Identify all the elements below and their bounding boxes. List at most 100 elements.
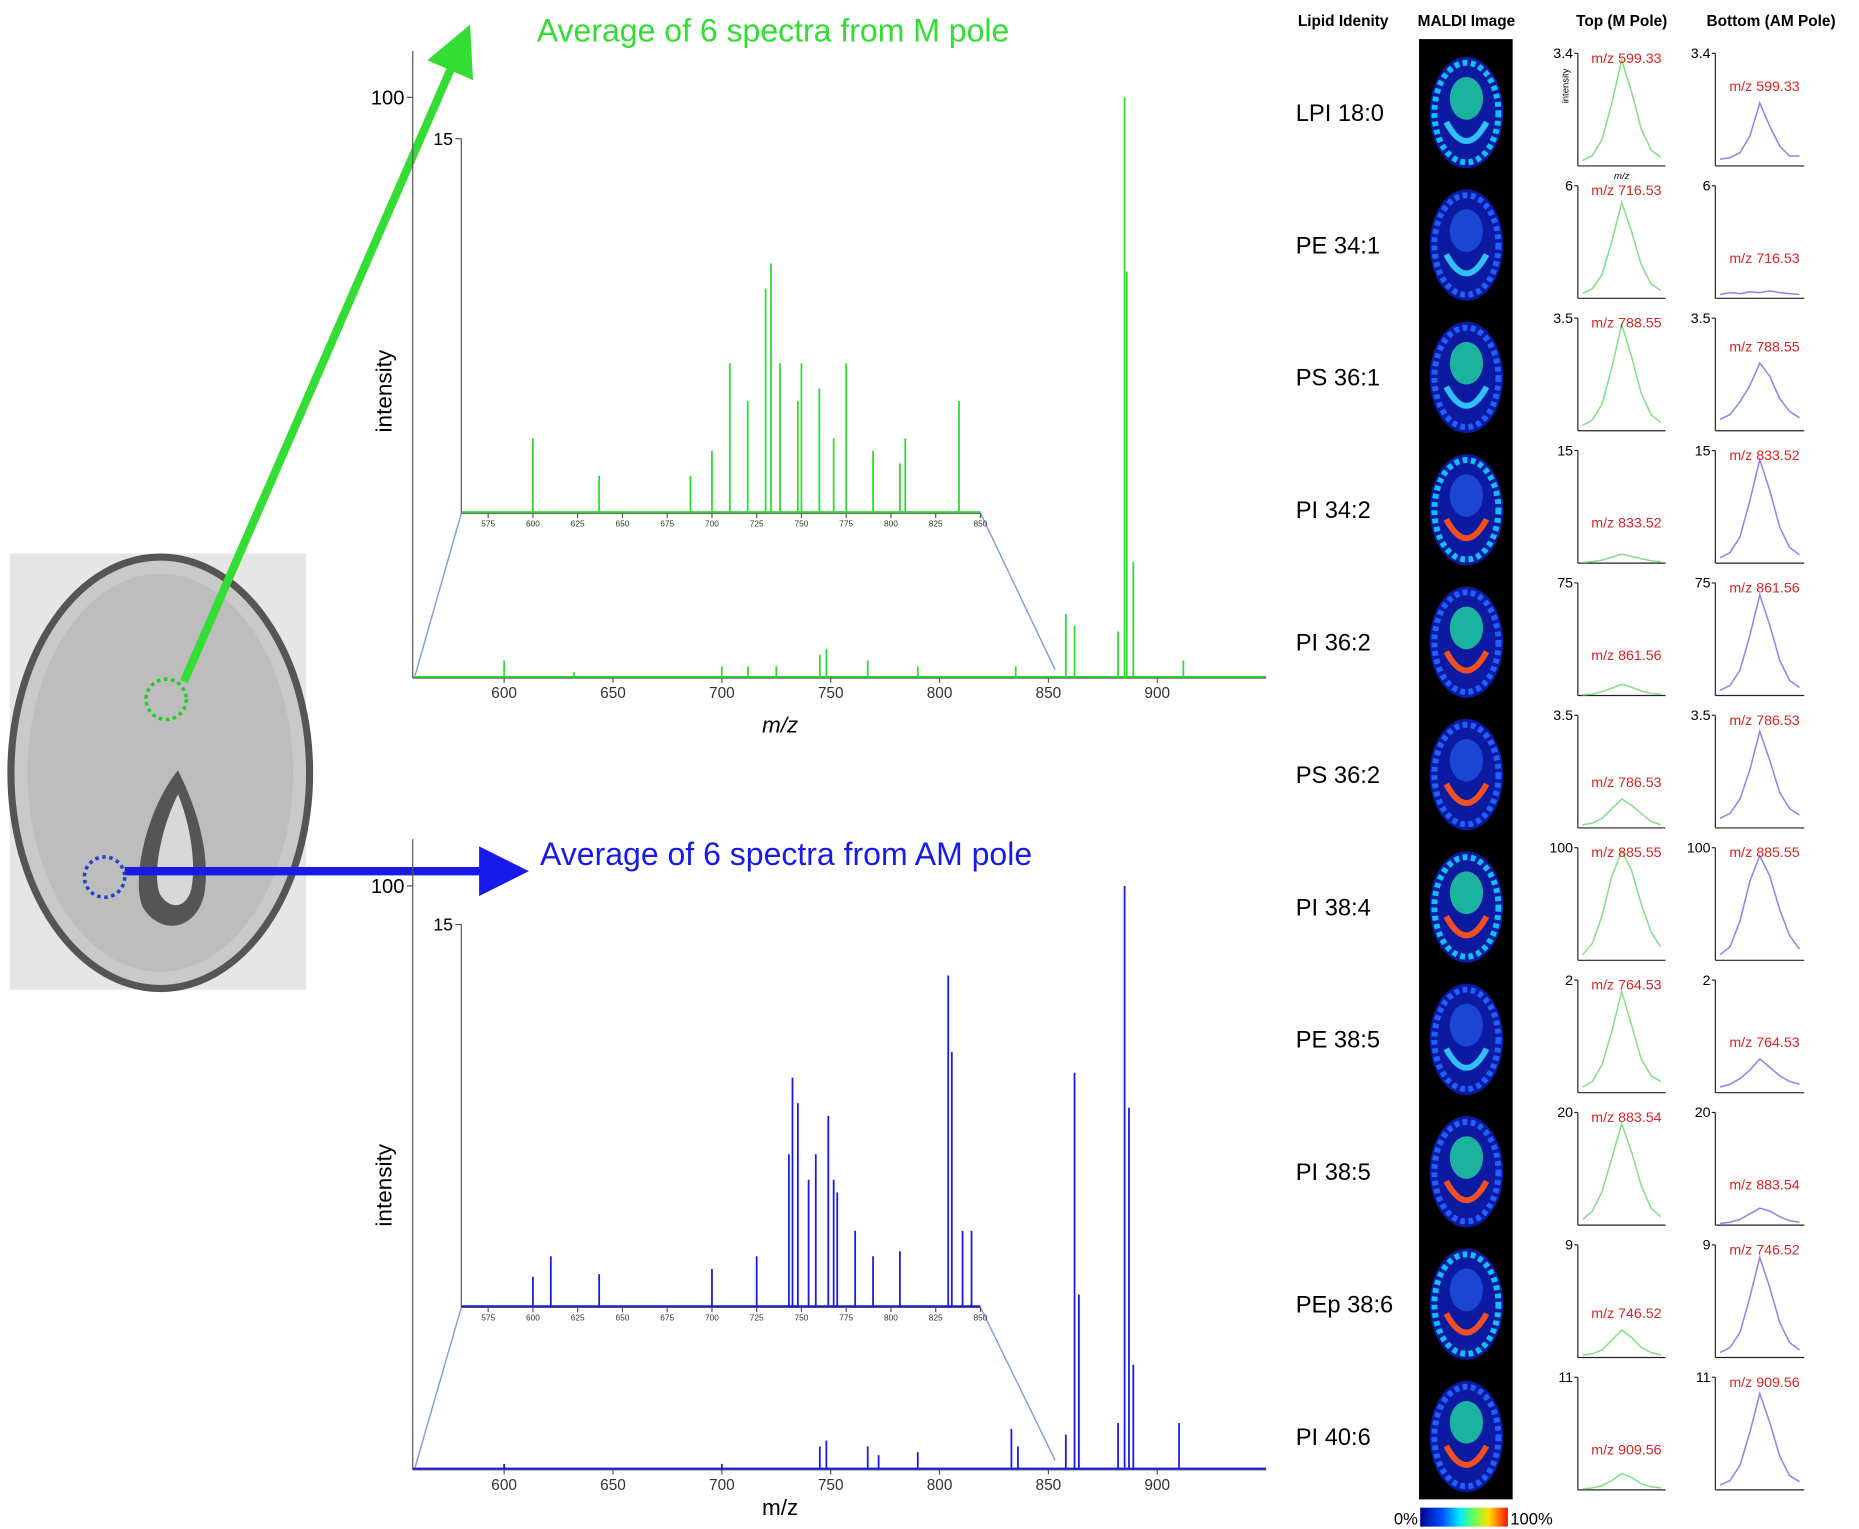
mz-label: m/z 716.53	[1729, 251, 1799, 267]
lipid-name: PI 38:4	[1296, 895, 1371, 921]
x-tick-label: 850	[974, 518, 988, 528]
profile-line	[1719, 361, 1800, 421]
zoom-line	[414, 513, 463, 676]
maldi-blob	[1431, 1251, 1502, 1357]
maldi-blob	[1449, 209, 1484, 253]
x-tick-label: 650	[600, 685, 626, 702]
y-tick-label: 6	[1703, 178, 1711, 194]
x-tick-label: 625	[571, 518, 585, 528]
y-tick-label: 100	[371, 87, 405, 109]
profile-line	[1582, 798, 1662, 826]
x-tick-label: 700	[705, 1312, 719, 1322]
profile-line	[1582, 321, 1662, 426]
maldi-blob	[1443, 782, 1490, 806]
mz-label: m/z 764.53	[1591, 978, 1661, 994]
profile-line	[1719, 1207, 1800, 1225]
maldi-blob	[1449, 77, 1484, 120]
x-tick-label: 700	[709, 685, 735, 702]
y-tick-label: 100	[371, 876, 405, 898]
x-tick-label: 600	[526, 1312, 540, 1322]
maldi-blob	[1431, 589, 1502, 695]
maldi-blob	[1431, 1119, 1502, 1225]
lipid-name: PS 36:2	[1296, 763, 1380, 789]
x-tick-label: 700	[705, 518, 719, 528]
x-tick-label: 725	[750, 1312, 764, 1322]
tissue-image	[7, 553, 314, 993]
zoom-line	[414, 1307, 463, 1468]
maldi-blob	[1443, 253, 1490, 277]
profile-line	[1582, 1472, 1661, 1490]
lipid-name: PI 40:6	[1296, 1425, 1371, 1451]
lipid-name: LPI 18:0	[1296, 101, 1384, 127]
y-tick-label: 9	[1565, 1238, 1573, 1254]
x-tick-label: 850	[974, 1312, 988, 1322]
profile-line	[1582, 553, 1661, 564]
maldi-blob	[1449, 1268, 1484, 1312]
x-tick-label: 850	[1036, 1477, 1062, 1494]
profile-line	[1719, 100, 1800, 161]
x-tick-label: 900	[1144, 1477, 1170, 1494]
x-tick-label: 600	[526, 518, 540, 528]
x-tick-label: 750	[795, 518, 809, 528]
mz-label: m/z 909.56	[1729, 1375, 1799, 1391]
maldi-blob	[1431, 192, 1502, 298]
profile-line	[1719, 290, 1800, 296]
x-tick-label: 800	[927, 1477, 953, 1494]
maldi-blob	[1449, 739, 1484, 782]
profile-line	[1582, 849, 1662, 956]
maldi-blob	[1431, 986, 1502, 1093]
profile-line	[1719, 1254, 1800, 1354]
x-tick-label: 800	[884, 518, 898, 528]
mz-label: m/z 786.53	[1591, 775, 1661, 791]
x-tick-label: 625	[571, 1312, 585, 1322]
lipid-name: PEp 38:6	[1296, 1292, 1393, 1318]
x-tick-label: 825	[929, 1312, 943, 1322]
mz-label: m/z 861.56	[1729, 580, 1799, 596]
lipid-name: PI 34:2	[1296, 498, 1371, 524]
maldi-blob	[1431, 854, 1502, 960]
y-tick-label: 2	[1565, 973, 1573, 989]
y-tick-label: 6	[1565, 178, 1573, 194]
y-axis-label: intensity	[371, 1143, 396, 1226]
mz-label: m/z 786.53	[1729, 713, 1799, 729]
mz-label: m/z 599.33	[1729, 79, 1799, 95]
maldi-blob	[1449, 606, 1484, 650]
mz-label: m/z 885.55	[1729, 845, 1799, 861]
lipid-name: PI 36:2	[1296, 630, 1371, 656]
profile-line	[1719, 853, 1801, 956]
column-header: Bottom (AM Pole)	[1706, 13, 1835, 30]
mz-label: m/z 833.52	[1591, 516, 1661, 532]
chart-title: Average of 6 spectra from AM pole	[540, 836, 1032, 872]
x-tick-label: 800	[927, 685, 953, 702]
y-tick-label: 3.5	[1691, 311, 1711, 327]
x-tick-label: 750	[818, 685, 844, 702]
x-tick-label: 650	[616, 518, 630, 528]
lipid-name: PI 38:5	[1296, 1160, 1371, 1186]
profile-line	[1582, 683, 1661, 696]
maldi-blob	[1449, 474, 1484, 517]
maldi-blob	[1443, 915, 1490, 939]
x-axis-label: m/z	[1614, 171, 1630, 182]
column-header: Lipid Idenity	[1298, 13, 1389, 30]
y-tick-label: 100	[1687, 840, 1711, 856]
y-tick-label: 11	[1696, 1370, 1711, 1386]
mz-label: m/z 883.54	[1729, 1178, 1799, 1194]
chart-title: Average of 6 spectra from M pole	[537, 12, 1010, 48]
profile-line	[1582, 199, 1662, 295]
maldi-blob	[1449, 1003, 1484, 1047]
x-tick-label: 750	[795, 1312, 809, 1322]
colorbar-min: 0%	[1394, 1509, 1418, 1528]
y-tick-label: 20	[1695, 1105, 1711, 1121]
profile-line	[1719, 1390, 1800, 1486]
zoom-line	[979, 1307, 1056, 1461]
x-tick-label: 700	[709, 1477, 735, 1494]
profile-line	[1582, 988, 1662, 1088]
maldi-blob	[1449, 341, 1484, 385]
y-tick-label: 100	[1549, 840, 1573, 856]
arrow	[180, 24, 474, 684]
y-tick-label: 15	[1695, 443, 1711, 459]
x-tick-label: 825	[929, 518, 943, 528]
x-tick-label: 750	[818, 1477, 844, 1494]
